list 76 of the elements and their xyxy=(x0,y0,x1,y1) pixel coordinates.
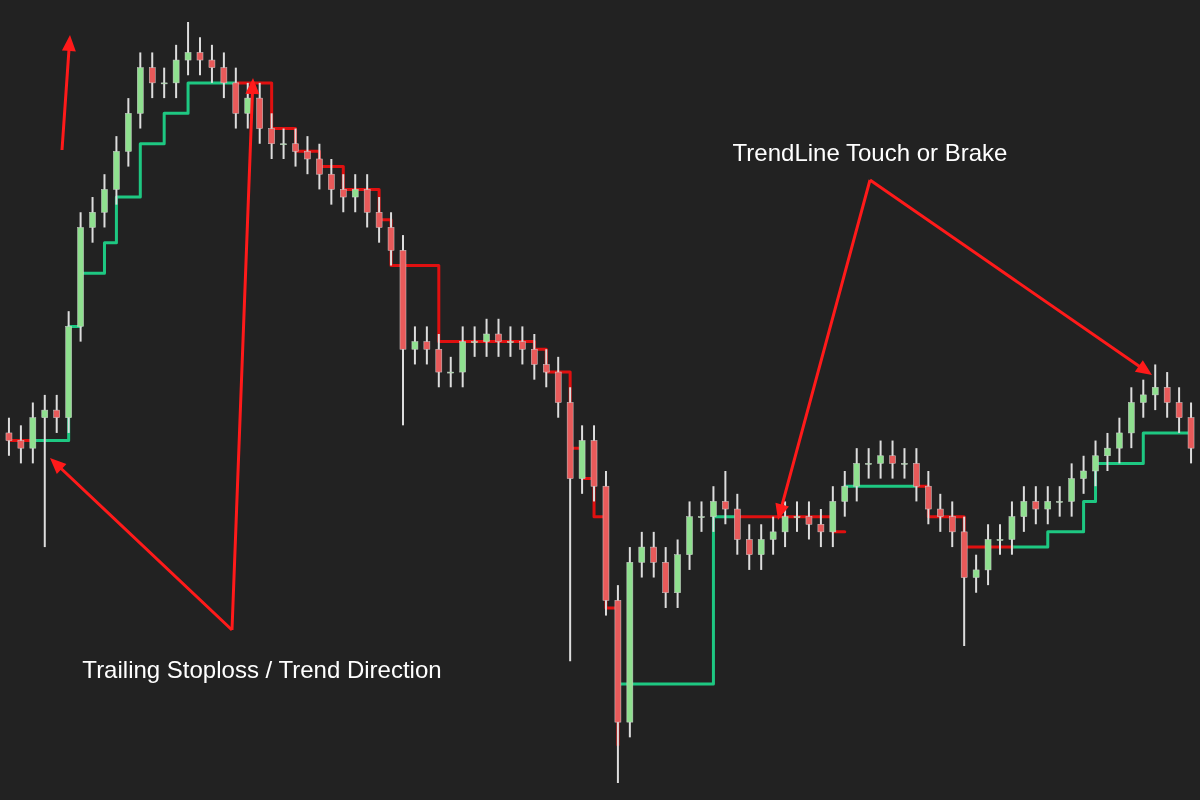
candlestick xyxy=(638,530,646,579)
candlestick xyxy=(650,530,657,579)
candlestick xyxy=(316,142,323,191)
candlestick xyxy=(387,211,395,267)
candlestick xyxy=(17,424,25,465)
candlestick xyxy=(1032,485,1040,526)
candlestick xyxy=(208,43,216,84)
candlestick xyxy=(948,500,956,549)
candlestick xyxy=(853,447,860,503)
candlestick xyxy=(1116,416,1123,465)
candlestick xyxy=(901,447,908,480)
candlestick xyxy=(1044,485,1052,526)
candlestick xyxy=(244,81,252,130)
candlestick xyxy=(543,348,550,389)
candlestick xyxy=(435,333,443,389)
candlestick xyxy=(471,325,478,358)
candlestick xyxy=(1020,485,1028,533)
candlestick xyxy=(41,393,49,549)
candlestick xyxy=(925,469,932,526)
candlestick xyxy=(972,553,980,594)
candlestick xyxy=(507,325,514,358)
candlestick xyxy=(1104,431,1111,472)
candlestick xyxy=(1140,378,1147,419)
candlestick xyxy=(220,51,228,100)
candlestick xyxy=(757,523,765,571)
candlestick xyxy=(722,469,729,526)
candlestick xyxy=(1092,439,1099,488)
candlestick xyxy=(340,173,347,214)
candlestick xyxy=(1056,485,1063,518)
candlestick xyxy=(53,393,60,434)
candlestick xyxy=(1080,454,1087,495)
candlestick xyxy=(101,173,108,229)
candlestick xyxy=(913,447,920,503)
candlestick xyxy=(89,196,96,244)
candlestick xyxy=(865,447,872,480)
candlestick xyxy=(375,196,383,244)
candlestick xyxy=(1068,462,1075,518)
candlestick xyxy=(531,333,538,381)
candlestick xyxy=(877,439,884,480)
annotation: TrendLine Touch or Brake xyxy=(732,139,1008,166)
candlestick xyxy=(196,36,204,77)
candlestick xyxy=(781,500,789,549)
candlestick xyxy=(5,416,13,457)
candlestick xyxy=(710,485,717,533)
candlestick xyxy=(519,325,526,366)
candlestick xyxy=(172,43,180,100)
candlestick xyxy=(937,492,944,533)
candlestick xyxy=(805,500,813,541)
annotation: Trailing Stoploss / Trend Direction xyxy=(82,656,442,683)
candlestick xyxy=(304,135,311,176)
candlestick xyxy=(996,523,1004,556)
candlestick xyxy=(447,355,454,389)
candlestick xyxy=(746,523,753,571)
candlestick xyxy=(817,508,825,549)
candlestick xyxy=(1151,363,1159,412)
candlestick xyxy=(411,325,419,366)
candlestick xyxy=(841,469,849,518)
candlestick xyxy=(1008,500,1016,556)
candlestick xyxy=(698,500,705,533)
candlestick xyxy=(423,325,431,366)
candlestick xyxy=(495,317,502,358)
candlestick xyxy=(351,173,359,214)
candlestick xyxy=(160,66,168,100)
candlestick xyxy=(184,21,192,77)
candlestick xyxy=(363,173,371,229)
candlestick xyxy=(889,439,896,480)
candlestick xyxy=(1175,386,1183,434)
candlestick xyxy=(328,157,335,206)
candlestick xyxy=(148,51,156,100)
candlestick xyxy=(280,127,287,160)
candlestick xyxy=(268,112,275,160)
candlestick xyxy=(769,515,777,556)
candlestick xyxy=(292,127,299,168)
candlestick xyxy=(793,500,801,533)
candlestick xyxy=(483,317,490,358)
candlestick xyxy=(1163,371,1171,419)
